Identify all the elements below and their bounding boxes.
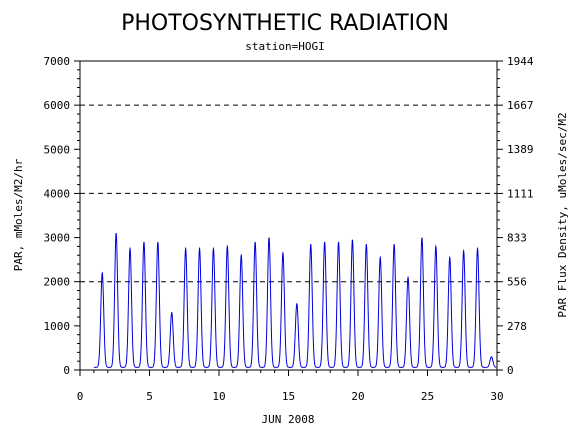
x-tick-label: 25 — [421, 390, 434, 403]
y-left-tick-label: 5000 — [44, 143, 71, 156]
y-right-tick-label: 1389 — [507, 143, 534, 156]
chart-subtitle: station=HOGI — [245, 40, 324, 53]
par-series-line — [93, 233, 497, 368]
plot-frame — [79, 60, 498, 371]
x-tick-label: 5 — [146, 390, 153, 403]
chart-title: PHOTOSYNTHETIC RADIATION — [121, 11, 449, 36]
y-left-tick-label: 4000 — [44, 187, 71, 200]
x-tick-label: 30 — [490, 390, 503, 403]
y-right-tick-label: 278 — [507, 320, 527, 333]
x-tick-label: 10 — [212, 390, 225, 403]
x-axis: 0 5 10 15 20 25 30 — [77, 370, 504, 403]
y-left-tick-label: 1000 — [44, 320, 71, 333]
reference-lines — [80, 104, 497, 283]
y-left-tick-label: 6000 — [44, 99, 71, 112]
x-tick-label: 0 — [77, 390, 84, 403]
y-right-tick-label: 556 — [507, 276, 527, 289]
y-axis-left: 0 1000 2000 3000 4000 5000 6000 7000 — [44, 55, 80, 377]
y-right-tick-label: 1667 — [507, 99, 534, 112]
x-tick-label: 15 — [282, 390, 295, 403]
y-right-tick-label: 1111 — [507, 187, 534, 200]
y-right-tick-label: 833 — [507, 232, 527, 245]
x-axis-label: JUN 2008 — [262, 413, 315, 426]
x-tick-label: 20 — [351, 390, 364, 403]
y-left-tick-label: 7000 — [44, 55, 71, 68]
y-right-tick-label: 1944 — [507, 55, 534, 68]
y-axis-right-label: PAR Flux Density, uMoles/sec/M2 — [556, 112, 569, 317]
y-axis-left-label: PAR, mMoles/M2/hr — [12, 158, 25, 271]
y-left-tick-label: 3000 — [44, 232, 71, 245]
y-left-tick-label: 0 — [63, 364, 70, 377]
y-right-tick-label: 0 — [507, 364, 514, 377]
y-left-tick-label: 2000 — [44, 276, 71, 289]
y-axis-right: 0 278 556 833 1111 1389 1667 1944 — [497, 55, 534, 377]
